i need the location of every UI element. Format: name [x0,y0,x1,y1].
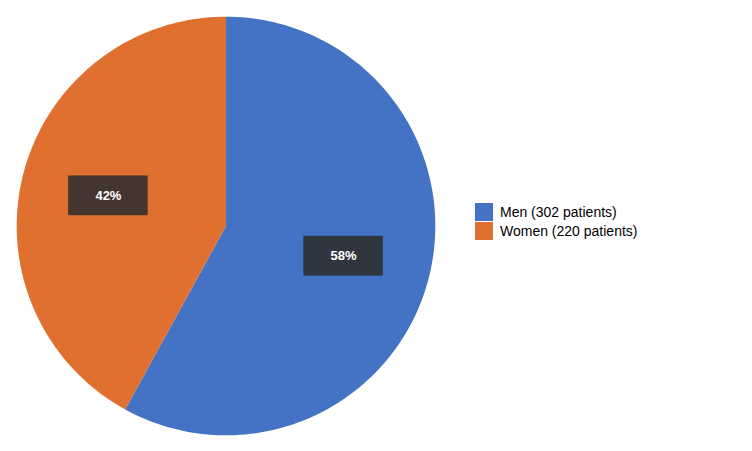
html-text:Men (302 patients): Men (302 patients) [500,204,617,220]
html-text:Women (220 patients): Women (220 patients) [500,223,638,239]
svg-text:58%: 58% [331,248,357,263]
svg-text:42%: 42% [95,188,121,203]
